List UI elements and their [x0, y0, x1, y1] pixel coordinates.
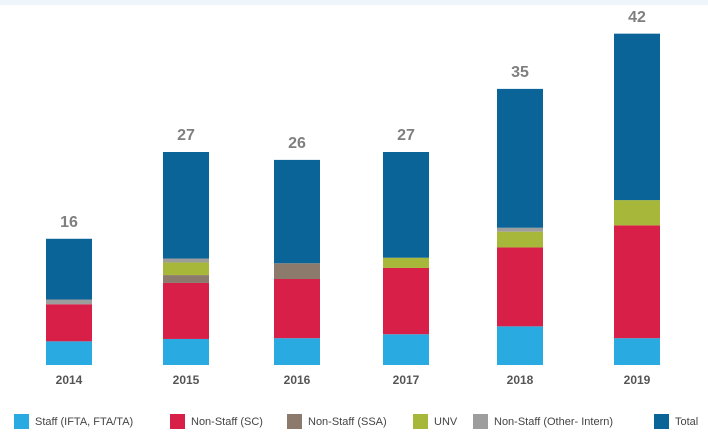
- legend-label: Non-Staff (SSA): [308, 416, 387, 428]
- bar-segment: [46, 341, 92, 365]
- legend-label: Total: [675, 416, 698, 428]
- bar-segment: [46, 299, 92, 305]
- bar-segment: [383, 334, 429, 365]
- legend-swatch: [14, 414, 29, 429]
- legend-swatch: [413, 414, 428, 429]
- bar-segment: [163, 258, 209, 263]
- legend-swatch: [287, 414, 302, 429]
- bar-segment: [383, 257, 429, 268]
- bar-segment: [163, 282, 209, 339]
- legend-swatch: [473, 414, 488, 429]
- bar-segment: [383, 152, 429, 258]
- data-label: 27: [397, 127, 415, 144]
- x-tick-label: 2018: [507, 373, 534, 387]
- legend-label: UNV: [434, 416, 458, 428]
- bar-segment: [163, 152, 209, 259]
- bar-segment: [497, 247, 543, 327]
- legend-label: Non-Staff (SC): [191, 416, 263, 428]
- bar-segment: [497, 88, 543, 228]
- data-label: 27: [177, 127, 195, 144]
- bar-segment: [614, 200, 660, 226]
- data-label: 42: [628, 9, 646, 26]
- legend-label: Staff (IFTA, FTA/TA): [35, 416, 133, 428]
- bar-segment: [46, 304, 92, 342]
- bar-segment: [274, 279, 320, 339]
- bar-segment: [497, 231, 543, 248]
- legend-label: Non-Staff (Other- Intern): [494, 416, 613, 428]
- x-tick-label: 2016: [284, 373, 311, 387]
- bar-segment: [614, 225, 660, 339]
- legend-swatch: [170, 414, 185, 429]
- top-band: [0, 0, 708, 5]
- x-tick-label: 2019: [624, 373, 651, 387]
- data-label: 16: [60, 214, 78, 231]
- bar-segment: [274, 159, 320, 264]
- bar-segment: [614, 338, 660, 365]
- bar-segment: [274, 263, 320, 280]
- x-tick-label: 2014: [56, 373, 83, 387]
- data-label: 35: [511, 64, 529, 81]
- bar-segment: [274, 338, 320, 365]
- x-tick-label: 2015: [173, 373, 200, 387]
- bar-segment: [163, 262, 209, 276]
- data-label: 26: [288, 135, 306, 152]
- bar-segment: [614, 33, 660, 201]
- bar-segment: [497, 227, 543, 232]
- x-tick-label: 2017: [393, 373, 420, 387]
- bar-segment: [497, 326, 543, 365]
- legend-swatch: [654, 414, 669, 429]
- bar-segment: [163, 338, 209, 365]
- bar-segment: [383, 267, 429, 335]
- bar-segment: [46, 238, 92, 300]
- bar-segment: [163, 275, 209, 283]
